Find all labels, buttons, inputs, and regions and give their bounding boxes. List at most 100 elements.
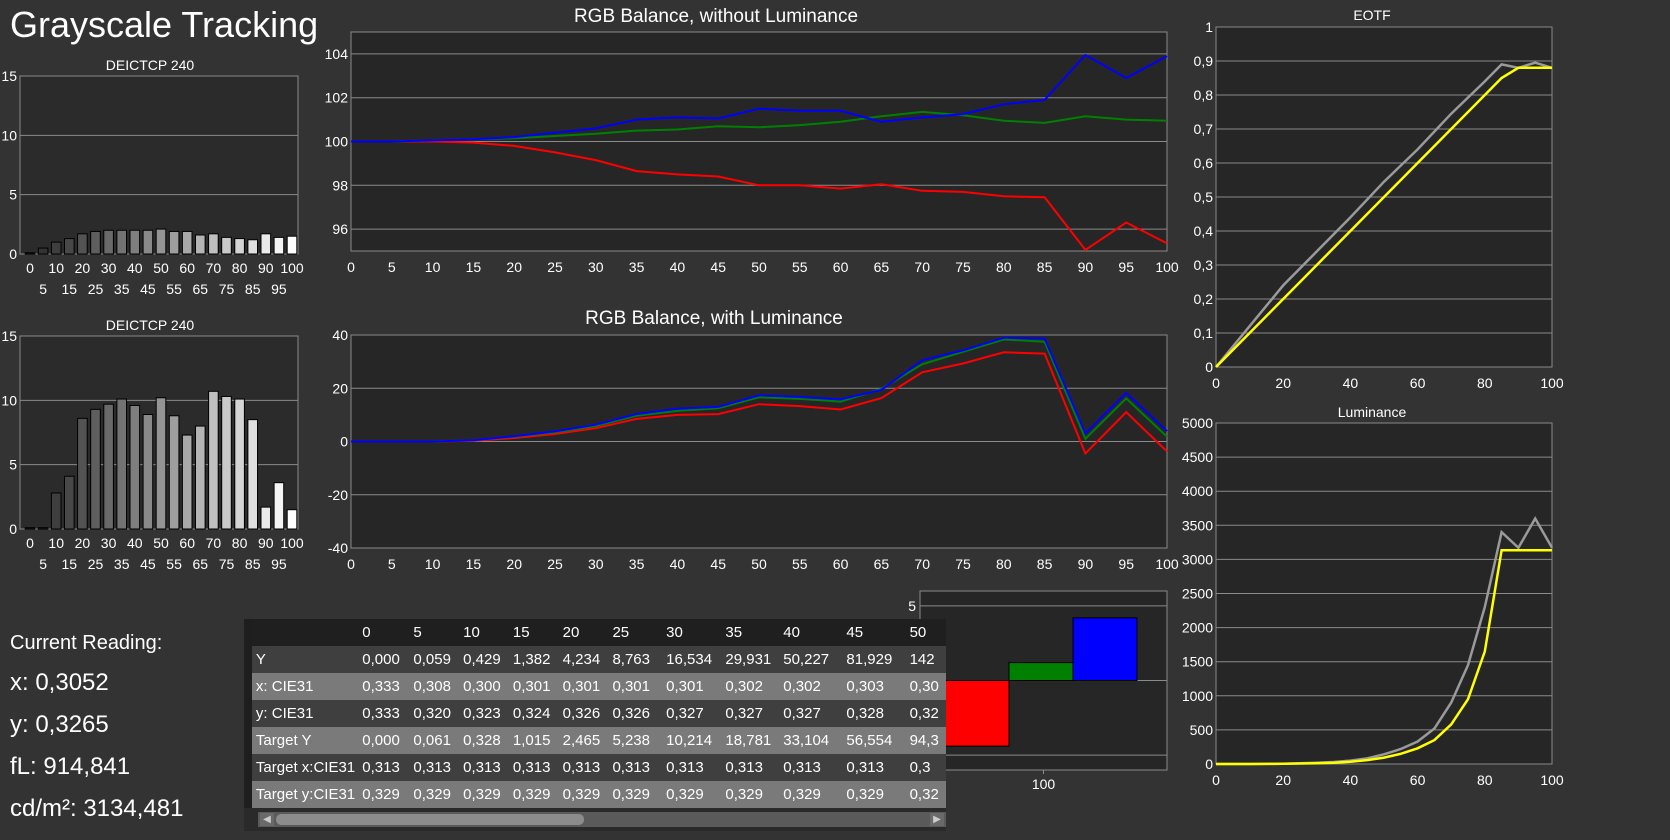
table-cell: 0,3	[905, 754, 946, 781]
x-tick-label: 50	[153, 535, 169, 551]
x-tick-label: 60	[1410, 375, 1426, 391]
y-tick-label: 1000	[1182, 688, 1213, 704]
table-header-row: 0 5 10 15 20 25 30 35 40 45 50	[244, 619, 946, 646]
y-tick-label: 102	[325, 90, 349, 106]
x-tick-label: 90	[1078, 259, 1094, 275]
x-tick-label: 100	[1155, 556, 1179, 572]
table-cell: 0,429	[459, 646, 509, 673]
x-tick-label: 60	[179, 535, 195, 551]
y-tick-label: 5	[908, 598, 916, 614]
table-row[interactable]: Target x:CIE31 0,313 0,313 0,313 0,313 0,313 0…	[244, 754, 946, 781]
x-tick-label: 95	[1118, 556, 1134, 572]
table-cell: 0,329	[842, 781, 906, 808]
bar	[90, 408, 101, 530]
table-cell: 0,313	[662, 754, 722, 781]
y-tick-label: 0,4	[1194, 223, 1214, 239]
x-tick-label: 100	[1540, 375, 1564, 391]
scrollbar-thumb[interactable]	[276, 814, 584, 825]
scroll-left-arrow-icon[interactable]: ◀	[260, 813, 274, 826]
x-tick-label: 20	[1275, 375, 1291, 391]
x-tick-label: 100	[1155, 259, 1179, 275]
table-header-cell: 35	[721, 619, 780, 646]
table-row[interactable]: x: CIE31 0,333 0,308 0,300 0,301 0,301 0,301 0,…	[244, 673, 946, 700]
table-header-cell: 40	[779, 619, 843, 646]
table-row[interactable]: Y 0,000 0,059 0,429 1,382 4,234 8,763 16,534 29,…	[244, 646, 946, 673]
y-tick-label: 96	[332, 221, 348, 237]
x-tick-label: 0	[26, 535, 34, 551]
table-cell: 0,300	[459, 673, 509, 700]
x-tick-label: 25	[88, 281, 104, 297]
chart-title: DEICTCP 240	[106, 317, 195, 333]
y-tick-label: 0	[9, 246, 17, 262]
y-tick-label: 5000	[1182, 415, 1213, 431]
y-tick-label: 4500	[1182, 449, 1213, 465]
x-tick-label: 60	[179, 260, 195, 276]
table-row[interactable]: Target y:CIE31 0,329 0,329 0,329 0,329 0,329 0…	[244, 781, 946, 808]
table-cell: 0,329	[662, 781, 722, 808]
x-tick-label: 0	[1212, 772, 1220, 788]
row-selector[interactable]	[244, 754, 252, 781]
bar	[116, 398, 128, 530]
bar	[37, 247, 49, 255]
table-cell: 8,763	[608, 646, 663, 673]
series-line-yellow	[1215, 66, 1552, 368]
table-cell: 29,931	[721, 646, 780, 673]
row-label: Target Y	[251, 727, 359, 754]
table-header-cell: 5	[409, 619, 460, 646]
x-tick-label: 75	[219, 556, 235, 572]
row-selector[interactable]	[244, 727, 252, 754]
y-tick-label: 4000	[1182, 483, 1213, 499]
bar	[221, 236, 232, 255]
x-tick-label: 45	[710, 556, 726, 572]
scroll-right-arrow-icon[interactable]: ▶	[930, 813, 944, 826]
row-selector[interactable]	[244, 781, 252, 808]
table-row[interactable]: y: CIE31 0,333 0,320 0,323 0,324 0,326 0,326 0,…	[244, 700, 946, 727]
table-cell: 0,30	[905, 673, 946, 700]
y-tick-label: 0,6	[1194, 155, 1214, 171]
x-tick-label: 5	[39, 281, 47, 297]
x-tick-label: 30	[101, 260, 117, 276]
row-label: Target x:CIE31	[251, 754, 359, 781]
x-tick-label: 0	[1212, 375, 1220, 391]
x-tick-label: 40	[1343, 772, 1359, 788]
table-cell: 0,313	[721, 754, 780, 781]
table-row[interactable]: Target Y 0,000 0,061 0,328 1,015 2,465 5,238 10…	[244, 727, 946, 754]
table-cell: 0,000	[358, 727, 410, 754]
y-tick-label: 0	[9, 521, 17, 537]
x-tick-label: 45	[710, 259, 726, 275]
bar	[155, 228, 167, 255]
bar	[168, 415, 180, 530]
y-tick-label: 100	[325, 134, 349, 150]
bar	[260, 506, 272, 530]
rgb-balance-with-luminance-chart: RGB Balance, with Luminance -40 -20 0 20 40 0 5…	[328, 308, 1179, 572]
plot-area	[19, 75, 299, 255]
x-tick-label: 20	[75, 535, 91, 551]
table-header-cell: 50	[905, 619, 946, 646]
x-tick-label: 100	[280, 260, 304, 276]
row-selector[interactable]	[244, 646, 252, 673]
table-cell: 0,301	[662, 673, 722, 700]
bar	[63, 238, 75, 255]
x-tick-label: 50	[751, 259, 767, 275]
table-cell: 0,320	[409, 700, 460, 727]
row-selector[interactable]	[244, 673, 252, 700]
x-tick-label: 30	[588, 259, 604, 275]
table-cell: 0,329	[779, 781, 843, 808]
x-tick-label: 10	[425, 556, 441, 572]
table-cell: 50,227	[779, 646, 843, 673]
table-cell: 0,061	[409, 727, 460, 754]
table-header-cell: 10	[459, 619, 509, 646]
row-selector[interactable]	[244, 700, 252, 727]
table-cell: 0,329	[608, 781, 663, 808]
table-cell: 0,313	[409, 754, 460, 781]
x-tick-label: 60	[833, 259, 849, 275]
table-cell: 0,301	[558, 673, 609, 700]
measurement-table-container[interactable]: 0 5 10 15 20 25 30 35 40 45 50 Y 0,000 0,0…	[244, 619, 946, 831]
y-tick-label: 0,9	[1194, 53, 1214, 69]
table-cell: 0,302	[779, 673, 843, 700]
table-cell: 0,059	[409, 646, 460, 673]
bar	[234, 238, 245, 255]
x-tick-label: 50	[153, 260, 169, 276]
x-tick-label: 65	[193, 281, 209, 297]
